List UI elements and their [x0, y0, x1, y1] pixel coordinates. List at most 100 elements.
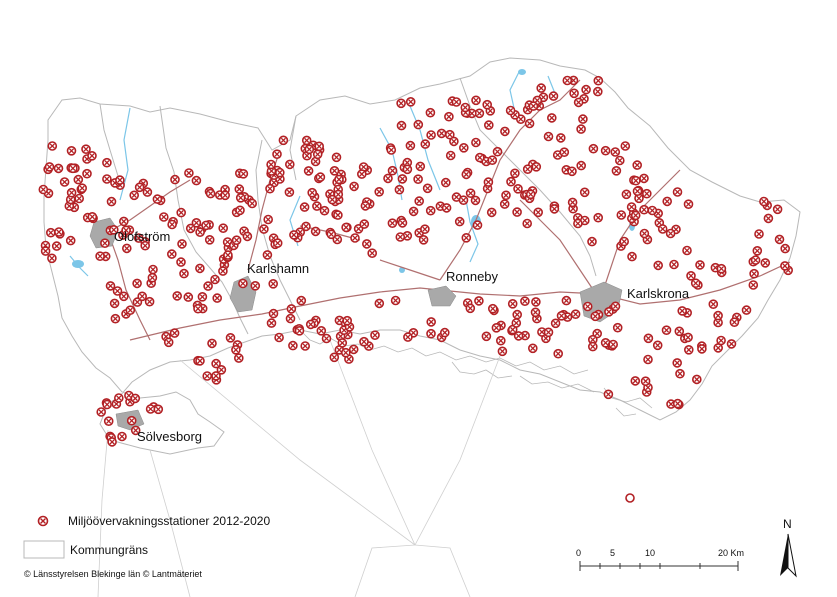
station-marker: [235, 193, 246, 203]
station-marker: [176, 257, 186, 267]
station-marker: [691, 374, 702, 385]
station-marker: [106, 196, 117, 207]
station-marker: [674, 326, 685, 337]
station-marker: [134, 182, 145, 193]
station-marker: [152, 194, 163, 204]
station-marker: [286, 304, 297, 314]
station-marker: [525, 189, 536, 200]
station-marker: [578, 114, 588, 124]
station-marker: [126, 415, 137, 426]
station-marker: [47, 253, 57, 264]
station-marker: [117, 431, 127, 442]
station-marker: [631, 175, 641, 186]
station-marker: [367, 248, 378, 258]
station-marker: [672, 187, 683, 197]
station-marker: [576, 124, 586, 134]
station-marker: [439, 327, 450, 338]
station-marker: [634, 193, 644, 204]
station-marker: [358, 162, 369, 172]
station-marker: [626, 202, 637, 212]
station-marker: [686, 270, 696, 281]
station-marker: [590, 311, 601, 322]
station-marker: [548, 91, 559, 101]
station-marker: [274, 167, 285, 178]
station-marker: [242, 231, 253, 242]
copyright-text: © Länsstyrelsen Blekinge län © Lantmäter…: [24, 569, 202, 579]
station-marker: [397, 174, 408, 184]
station-marker: [167, 249, 177, 259]
station-marker: [81, 144, 91, 154]
station-marker: [176, 207, 186, 218]
station-marker: [528, 101, 539, 111]
station-marker: [102, 399, 112, 410]
station-marker: [405, 140, 416, 151]
station-marker: [185, 223, 196, 234]
station-marker: [316, 325, 327, 336]
station-marker: [422, 183, 433, 194]
station-marker: [600, 145, 611, 156]
station-marker: [329, 352, 340, 363]
station-marker: [460, 102, 471, 113]
station-marker: [259, 224, 269, 234]
station-marker: [616, 210, 627, 220]
station-marker: [53, 163, 64, 174]
city-labels: Olofström Karlshamn Ronneby Karlskrona S…: [114, 229, 690, 444]
station-marker: [299, 202, 310, 212]
station-marker: [38, 184, 49, 195]
station-marker: [112, 286, 123, 296]
legend-station-icon: [37, 515, 49, 527]
station-marker: [350, 233, 360, 243]
station-marker: [54, 227, 64, 237]
station-marker: [266, 159, 276, 170]
station-marker: [47, 141, 58, 151]
station-marker: [760, 258, 771, 268]
station-marker: [639, 228, 650, 239]
station-marker: [397, 218, 408, 228]
station-marker: [620, 141, 631, 151]
station-marker: [499, 199, 510, 209]
legend-border-swatch: [23, 540, 65, 559]
station-marker: [780, 261, 790, 271]
station-marker: [573, 218, 583, 229]
station-marker: [387, 165, 398, 176]
station-marker: [546, 113, 557, 123]
station-marker: [675, 368, 685, 379]
station-marker: [262, 250, 273, 260]
station-marker: [632, 186, 643, 196]
station-marker: [695, 260, 705, 270]
station-marker: [444, 111, 454, 122]
station-marker: [216, 364, 227, 375]
station-marker: [211, 358, 221, 369]
station-marker: [225, 332, 236, 343]
station-marker: [741, 305, 752, 315]
station-marker: [543, 327, 554, 338]
station-marker: [159, 212, 169, 222]
station-marker: [652, 340, 663, 351]
county-boundary: [43, 57, 801, 455]
station-marker: [66, 187, 77, 198]
station-marker: [332, 234, 343, 245]
station-marker: [207, 338, 217, 349]
station-marker: [402, 164, 413, 175]
station-marker: [145, 404, 156, 414]
station-marker: [285, 313, 296, 324]
station-marker: [593, 75, 604, 86]
station-marker: [220, 190, 230, 201]
station-marker: [203, 281, 213, 291]
station-marker: [524, 118, 535, 129]
station-marker: [531, 297, 541, 307]
station-marker: [669, 259, 679, 270]
station-marker: [449, 136, 459, 147]
station-marker: [300, 341, 311, 351]
station-marker: [533, 207, 544, 218]
station-marker: [170, 174, 180, 185]
station-marker: [483, 120, 494, 130]
station-marker: [536, 83, 547, 93]
station-marker: [559, 147, 570, 157]
station-marker: [82, 168, 92, 179]
station-marker: [420, 139, 431, 149]
station-marker: [716, 335, 726, 346]
station-marker: [301, 221, 311, 232]
station-marker: [426, 328, 436, 339]
station-marker: [212, 293, 222, 303]
